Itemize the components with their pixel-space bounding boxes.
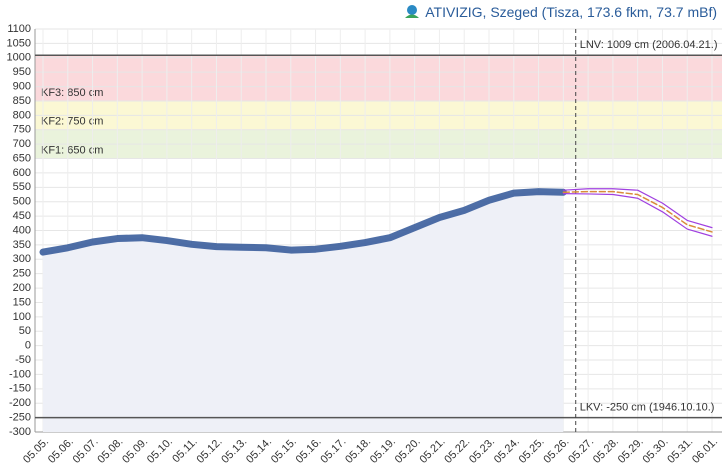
y-tick-label: -100 (9, 368, 31, 380)
band-label: KF3: 850 cm (41, 87, 103, 99)
y-tick-label: 650 (13, 152, 31, 164)
band-label: KF1: 650 cm (41, 144, 103, 156)
x-tick-label: 05.31. (665, 436, 695, 466)
y-tick-label: 400 (13, 224, 31, 236)
x-tick-label: 05.16. (294, 436, 324, 466)
x-tick-label: 05.25. (517, 436, 547, 466)
x-tick-label: 05.21. (418, 436, 448, 466)
x-tick-label: 05.17. (318, 436, 348, 466)
y-tick-label: 350 (13, 239, 31, 251)
ref-label: LNV: 1009 cm (2006.04.21.) (580, 39, 718, 51)
y-tick-label: -50 (15, 354, 31, 366)
y-tick-label: -150 (9, 383, 31, 395)
x-tick-label: 05.09. (120, 436, 150, 466)
y-tick-label: 200 (13, 282, 31, 294)
y-tick-label: 950 (13, 66, 31, 78)
y-tick-label: 750 (13, 124, 31, 136)
y-tick-label: 300 (13, 253, 31, 265)
x-tick-label: 05.12. (195, 436, 225, 466)
y-tick-label: 850 (13, 95, 31, 107)
y-tick-label: 1000 (7, 52, 31, 64)
series-line (562, 193, 713, 237)
x-tick-label: 05.11. (170, 436, 200, 466)
y-tick-label: -250 (9, 412, 31, 424)
threshold-band (35, 55, 722, 101)
x-tick-label: 05.18. (343, 436, 373, 466)
x-tick-label: 05.15. (269, 436, 299, 466)
ref-label: LKV: -250 cm (1946.10.10.) (580, 402, 715, 414)
x-tick-label: 05.14. (244, 436, 274, 466)
y-tick-label: 550 (13, 181, 31, 193)
y-tick-label: 500 (13, 196, 31, 208)
y-tick-label: 1050 (7, 37, 31, 49)
y-tick-label: 700 (13, 138, 31, 150)
x-tick-label: 05.24. (492, 436, 522, 466)
x-tick-label: 05.07. (71, 436, 101, 466)
y-tick-label: 50 (19, 325, 31, 337)
title-box: ATIVIZIG, Szeged (Tisza, 173.6 fkm, 73.7… (403, 4, 717, 20)
x-tick-label: 05.10. (145, 436, 175, 466)
y-tick-label: -200 (9, 397, 31, 409)
x-tick-label: 05.08. (95, 436, 125, 466)
x-tick-label: 05.22. (442, 436, 472, 466)
x-tick-label: 05.30. (641, 436, 671, 466)
series-line (562, 190, 713, 233)
area (43, 191, 564, 432)
y-tick-label: 900 (13, 80, 31, 92)
x-tick-label: 05.28. (591, 436, 621, 466)
logo-icon (405, 5, 420, 18)
y-tick-label: 450 (13, 210, 31, 222)
y-tick-label: -300 (9, 426, 31, 438)
x-tick-label: 05.19. (368, 436, 398, 466)
x-tick-label: 05.26. (541, 436, 571, 466)
y-tick-label: 600 (13, 167, 31, 179)
x-tick-label: 05.05. (21, 436, 51, 466)
y-tick-label: 250 (13, 268, 31, 280)
chart-title: ATIVIZIG, Szeged (Tisza, 173.6 fkm, 73.7… (425, 4, 717, 20)
x-tick-label: 05.29. (616, 436, 646, 466)
y-tick-label: 800 (13, 109, 31, 121)
y-tick-label: 100 (13, 311, 31, 323)
band-label: KF2: 750 cm (41, 116, 103, 128)
y-tick-label: 150 (13, 296, 31, 308)
x-tick-label: 05.13. (219, 436, 249, 466)
series-line (562, 188, 713, 229)
x-tick-label: 06.01. (690, 436, 720, 466)
x-tick-label: 05.20. (393, 436, 423, 466)
y-tick-label: 0 (25, 340, 31, 352)
x-tick-label: 05.27. (566, 436, 596, 466)
x-tick-label: 05.06. (46, 436, 76, 466)
x-tick-label: 05.23. (467, 436, 497, 466)
y-tick-label: 1100 (7, 23, 31, 35)
series-line (39, 188, 567, 256)
